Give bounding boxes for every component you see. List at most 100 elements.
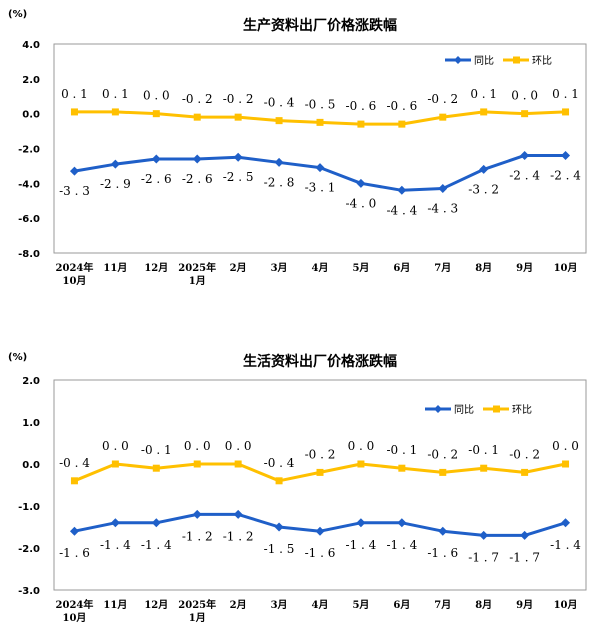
data-point-mom (521, 468, 529, 476)
data-point-yoy (151, 154, 161, 164)
data-point-mom (480, 464, 488, 472)
data-point-yoy (520, 530, 530, 540)
data-label-mom: 0 . 1 (552, 87, 579, 101)
data-label-mom: -0 . 2 (182, 92, 213, 106)
y-tick-label: 1.0 (22, 418, 40, 429)
x-tick-line: 2024年 (56, 261, 94, 274)
data-label-mom: 0 . 0 (348, 439, 375, 453)
x-tick-line: 2月 (230, 262, 247, 274)
y-tick-label: 0.0 (22, 460, 40, 471)
data-point-mom (439, 113, 447, 121)
x-tick-label: 2025年 1月 (178, 598, 216, 624)
data-label-yoy: -1 . 6 (427, 546, 458, 560)
data-point-yoy (438, 526, 448, 536)
x-tick-line: 8月 (475, 262, 492, 274)
data-label-yoy: -4 . 3 (427, 202, 458, 216)
data-label-yoy: -1 . 7 (509, 550, 540, 564)
y-tick-label: 0.0 (22, 110, 40, 121)
data-point-mom (193, 113, 201, 121)
data-label-yoy: -1 . 2 (182, 529, 213, 543)
legend-label-mom: 环比 (512, 404, 532, 416)
x-tick-line: 10月 (554, 262, 578, 274)
data-point-yoy (397, 518, 407, 528)
x-tick-line: 7月 (434, 262, 451, 274)
data-point-yoy (315, 526, 325, 536)
x-tick-line: 12月 (144, 599, 168, 611)
y-tick-label: -6.0 (18, 214, 40, 225)
x-tick-line: 2025年 (178, 261, 216, 274)
x-tick-label: 3月 (271, 262, 288, 274)
data-label-mom: -0 . 1 (141, 443, 172, 457)
x-tick-line: 7月 (434, 599, 451, 611)
data-label-mom: -0 . 2 (223, 92, 254, 106)
x-tick-line: 2月 (230, 599, 247, 611)
legend-label-mom: 环比 (532, 55, 552, 67)
x-tick-label: 7月 (434, 262, 451, 274)
x-tick-label: 10月 (554, 262, 578, 274)
data-point-mom (193, 460, 201, 468)
data-label-yoy: -1 . 6 (305, 546, 336, 560)
data-point-mom (234, 113, 242, 121)
data-point-yoy (110, 159, 120, 169)
x-tick-line: 11月 (103, 262, 127, 274)
x-tick-line: 4月 (312, 262, 329, 274)
x-tick-line: 12月 (144, 262, 168, 274)
legend-marker-mom (493, 405, 500, 413)
data-point-mom (357, 460, 365, 468)
y-tick-label: -1.0 (18, 502, 40, 513)
data-label-yoy: -2 . 6 (182, 172, 213, 186)
data-point-mom (70, 477, 78, 485)
data-label-yoy: -3 . 1 (305, 181, 336, 195)
data-label-mom: 0 . 0 (184, 439, 211, 453)
data-point-yoy (438, 184, 448, 194)
data-label-yoy: -1 . 2 (223, 529, 254, 543)
data-label-yoy: -1 . 4 (141, 538, 172, 552)
data-label-yoy: -2 . 5 (223, 170, 254, 184)
data-label-yoy: -1 . 5 (264, 542, 295, 556)
data-point-yoy (192, 509, 202, 519)
data-point-yoy (315, 163, 325, 173)
data-point-mom (521, 110, 529, 118)
data-point-yoy (520, 150, 530, 160)
data-label-yoy: -1 . 4 (550, 538, 581, 552)
x-tick-line: 6月 (393, 262, 410, 274)
x-tick-line: 11月 (103, 599, 127, 611)
data-label-mom: -0 . 4 (264, 96, 295, 110)
x-tick-label: 2月 (230, 599, 247, 611)
data-point-yoy (274, 157, 284, 167)
data-point-yoy (233, 152, 243, 162)
consumer-goods-price-chart: 生活资料出厂价格涨跌幅 (%) 2.0 1.0 0.0 -1.0 -2.0 -3.0 2024年… (0, 328, 614, 643)
data-label-yoy: -1 . 4 (386, 538, 417, 552)
data-point-mom (275, 477, 283, 485)
data-label-mom: 0 . 1 (61, 87, 88, 101)
data-label-yoy: -3 . 2 (468, 182, 499, 196)
data-label-mom: -0 . 1 (386, 443, 417, 457)
data-point-yoy (151, 518, 161, 528)
data-point-mom (562, 460, 570, 468)
data-point-yoy (479, 530, 489, 540)
data-label-mom: -0 . 4 (59, 456, 90, 470)
plot-frame (53, 379, 587, 591)
x-tick-line: 8月 (475, 599, 492, 611)
x-tick-line: 3月 (271, 262, 288, 274)
x-tick-line: 2025年 (178, 598, 216, 611)
x-tick-label: 3月 (271, 599, 288, 611)
y-tick-label: -4.0 (18, 179, 40, 190)
data-point-yoy (356, 518, 366, 528)
legend-marker-yoy (454, 56, 462, 64)
x-tick-label: 2025年 1月 (178, 261, 216, 287)
data-label-yoy: -1 . 4 (346, 538, 377, 552)
data-point-mom (111, 108, 119, 116)
data-label-yoy: -2 . 6 (141, 172, 172, 186)
data-point-yoy (561, 518, 571, 528)
data-label-yoy: -2 . 8 (264, 175, 295, 189)
x-tick-label: 11月 (103, 599, 127, 611)
x-tick-label: 2024年 10月 (56, 598, 94, 624)
x-tick-label: 2月 (230, 262, 247, 274)
data-point-mom (152, 464, 160, 472)
y-tick-label: 2.0 (22, 376, 40, 387)
x-tick-line: 5月 (352, 599, 369, 611)
data-label-mom: 0 . 0 (225, 439, 252, 453)
data-point-mom (111, 460, 119, 468)
data-label-yoy: -1 . 6 (59, 546, 90, 560)
